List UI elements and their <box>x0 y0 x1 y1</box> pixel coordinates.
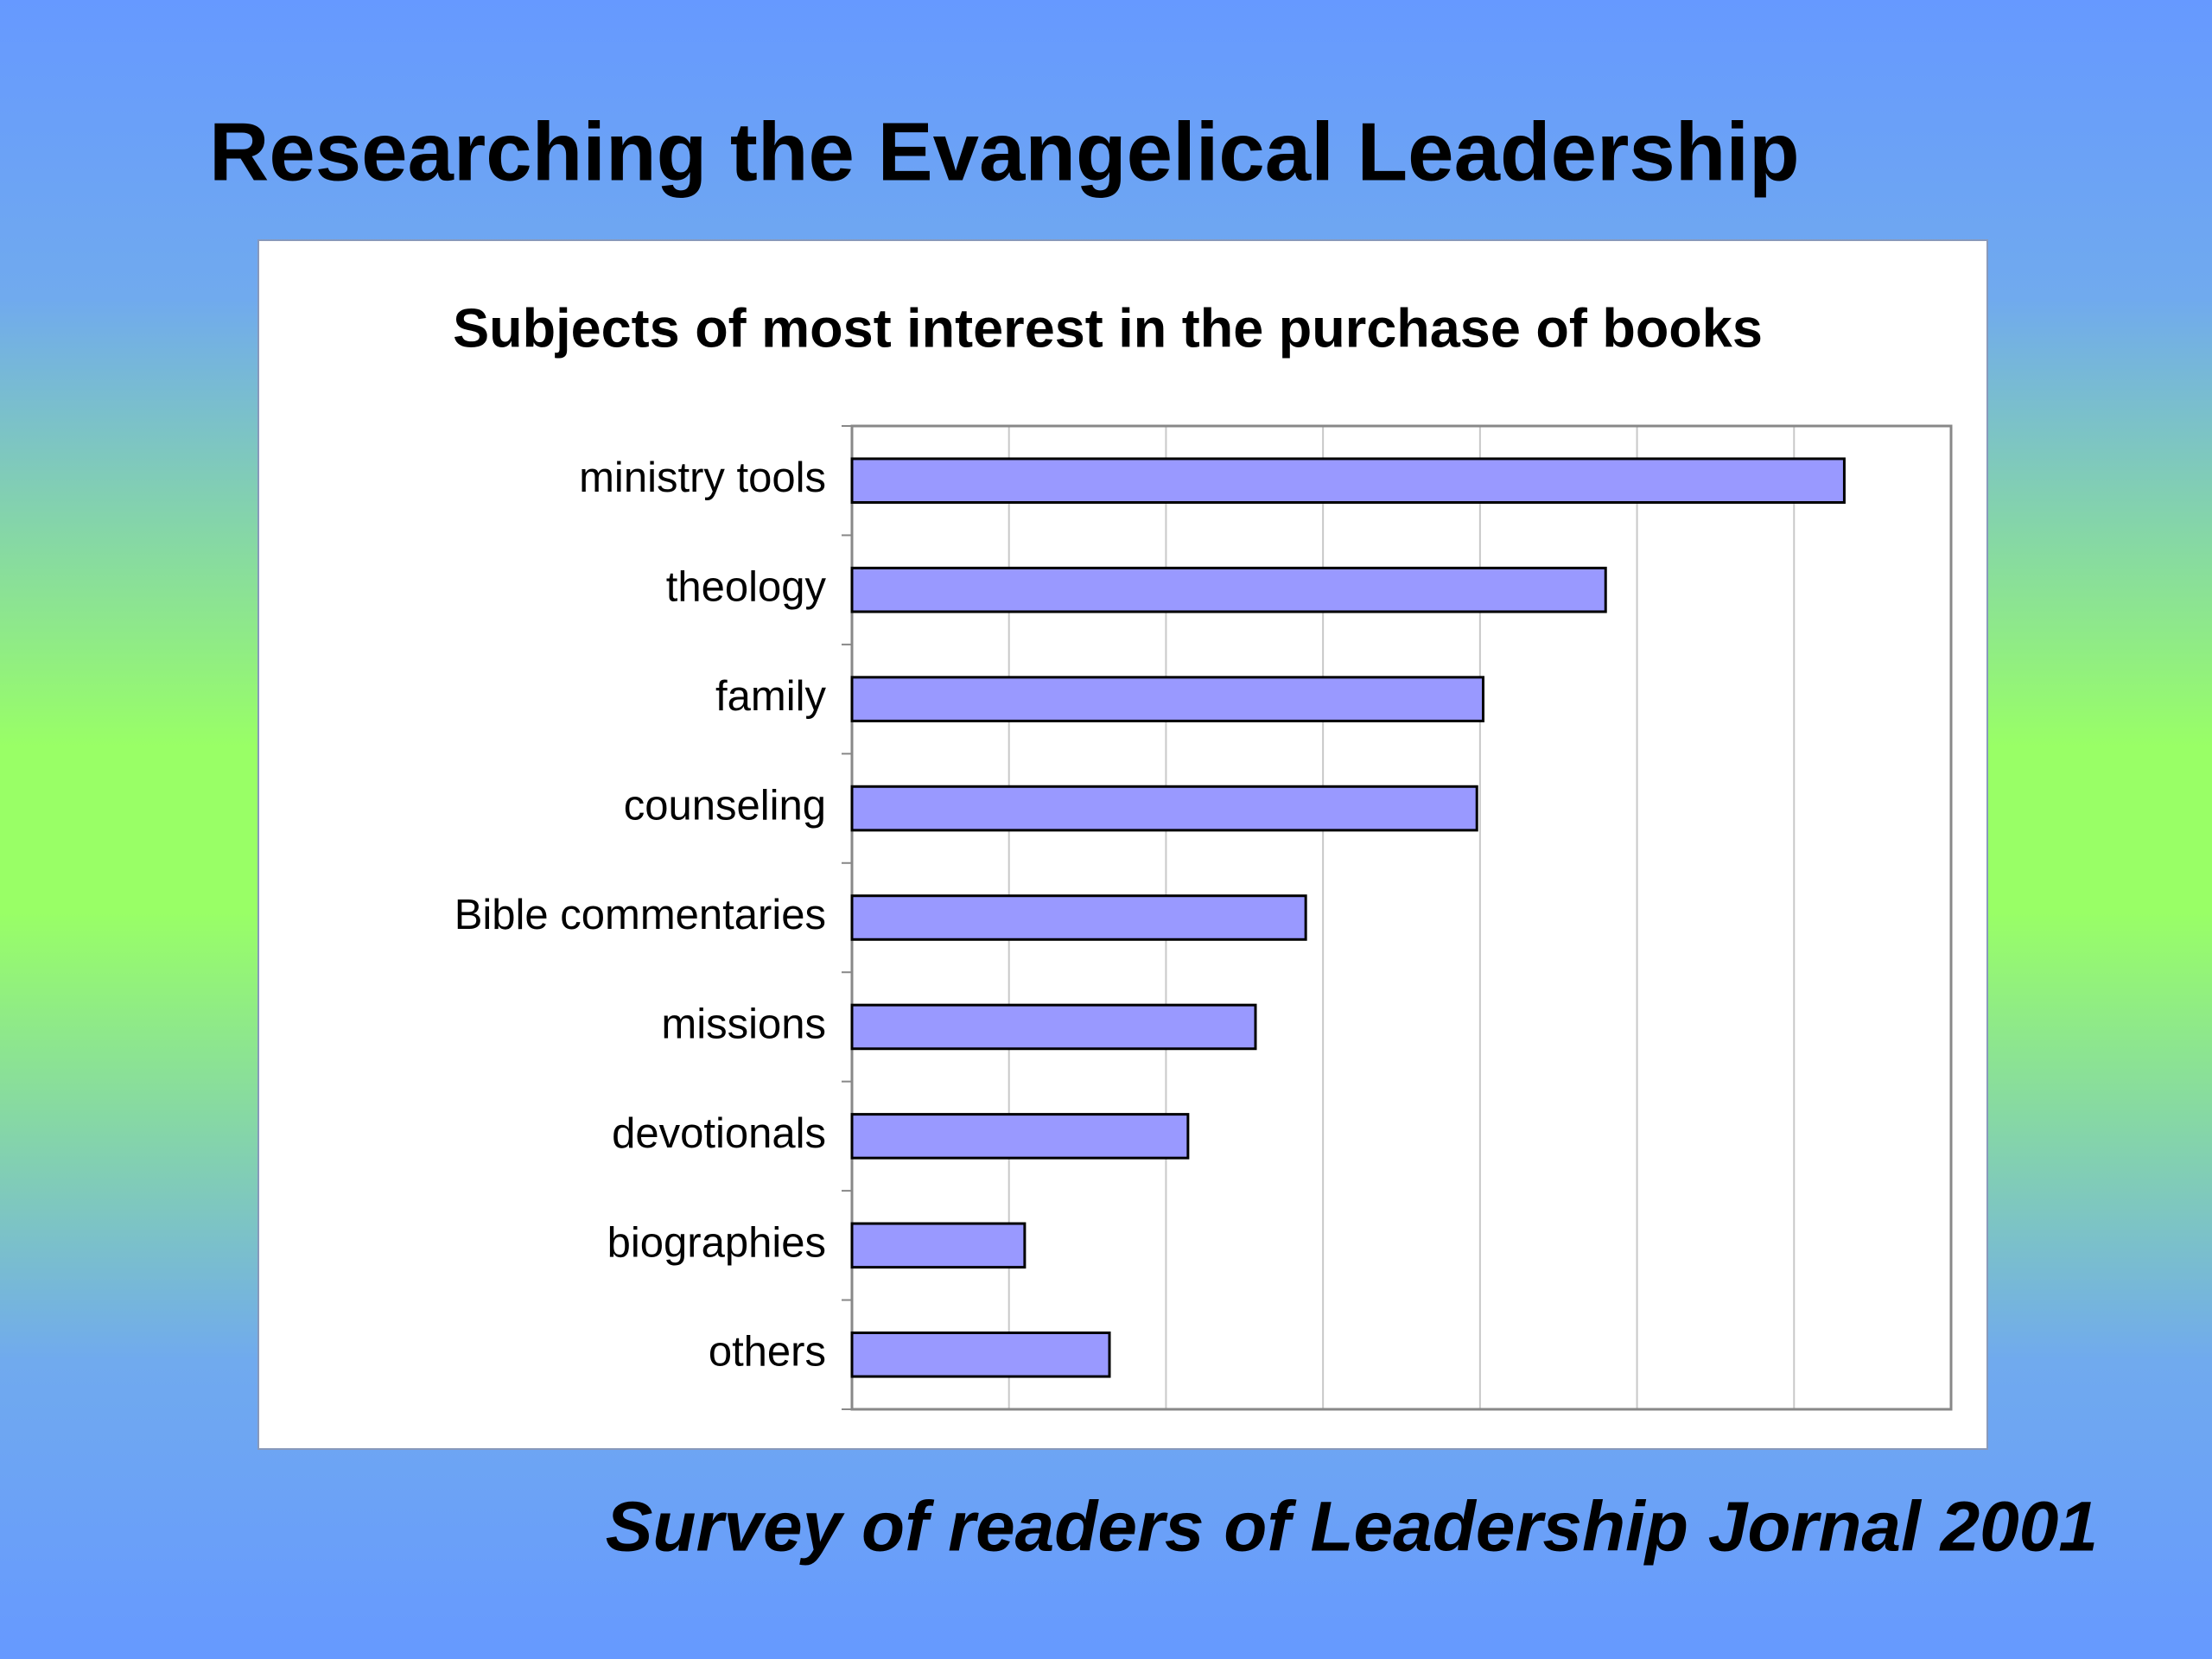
bar <box>850 894 1307 941</box>
y-tick-label: theology <box>666 564 827 611</box>
bar <box>850 457 1846 505</box>
bar <box>850 1113 1190 1160</box>
plot: ministry tools theology family counseling Bi… <box>454 424 1953 1411</box>
source-note: Survey of readers of Leadership Jornal 2… <box>606 1488 2098 1567</box>
y-tick-label: family <box>715 673 826 720</box>
y-tick-label: devotionals <box>612 1110 826 1157</box>
bar <box>850 1331 1111 1378</box>
y-tick-label: counseling <box>624 782 826 829</box>
bar <box>850 785 1478 832</box>
bar <box>850 1222 1027 1269</box>
bar <box>850 566 1607 613</box>
y-tick-label: ministry tools <box>579 454 826 501</box>
y-tick-label: biographies <box>607 1219 826 1266</box>
chart-title: Subjects of most interest in the purchas… <box>453 299 1763 359</box>
slide-title: Researching the Evangelical Leadership <box>209 105 1800 198</box>
y-tick-label: Bible commentaries <box>454 892 826 938</box>
bar <box>850 676 1484 722</box>
y-tick-label: others <box>709 1329 826 1376</box>
bar <box>850 1003 1257 1051</box>
y-tick-label: missions <box>661 1001 826 1047</box>
chart-panel <box>257 239 1988 1450</box>
